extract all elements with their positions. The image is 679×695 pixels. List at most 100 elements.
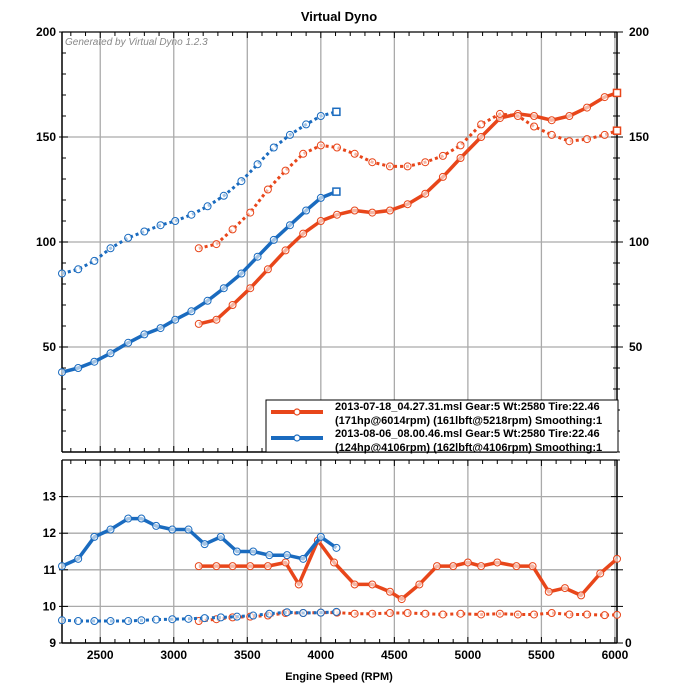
data-point [456,154,465,162]
data-point [263,562,272,571]
data-point [350,149,359,158]
data-point [493,558,502,567]
data-point [463,558,472,567]
series-line-run2-afr [61,516,338,568]
data-point [156,324,165,333]
data-point [421,189,430,198]
data-point [583,135,591,144]
data-point [219,284,228,293]
data-point [246,284,255,293]
data-point [90,256,99,265]
data-point [613,554,621,563]
data-point [171,217,180,225]
data-point [194,562,203,571]
data-point [456,609,465,618]
data-point [74,554,83,563]
chart-title: Virtual Dyno [301,9,377,24]
data-point [90,532,99,541]
data-point [385,162,394,171]
data-point [302,206,311,215]
data-point [403,200,412,209]
data-point [74,265,83,274]
legend-marker-run2 [293,434,301,442]
data-point [547,608,556,617]
data-point [283,551,291,560]
data-point [477,120,486,129]
x-tick-label: 2500 [87,648,114,662]
data-point [385,587,394,596]
data-point [265,609,274,618]
data-point [528,562,537,571]
legend-marker-run1 [293,408,301,416]
data-point [513,112,522,120]
data-point [106,349,115,358]
data-point [285,130,294,139]
data-point [368,580,377,589]
data-point [299,554,308,563]
data-point [600,130,609,139]
data-point [58,368,66,377]
data-point [316,193,325,202]
data-point [316,112,325,120]
data-point [233,547,241,556]
data-point [233,612,241,621]
data-point [350,609,359,618]
x-tick-label: 3000 [160,648,187,662]
data-point [333,143,341,152]
data-point [299,229,308,238]
series-line-run2-hp [61,189,338,374]
data-point [544,587,553,596]
y-tick-label: 50 [43,340,57,354]
data-point [152,521,161,530]
data-point [124,233,133,242]
data-point [237,177,246,186]
data-point [316,141,325,150]
data-point [184,525,193,534]
data-point [438,172,447,181]
data-point [216,613,225,622]
x-tick-label: 6000 [602,648,629,662]
data-point [565,610,574,619]
y-tick-label-right: 100 [629,235,649,249]
data-point [249,547,258,556]
data-point [263,265,272,274]
data-point [168,525,177,534]
data-point [228,225,237,234]
data-point [58,562,66,571]
x-axis-label: Engine Speed (RPM) [285,671,393,683]
data-point [140,330,149,339]
data-point [294,580,303,589]
legend-run1-line1: 2013-07-18_04.27.31.msl Gear:5 Wt:2580 T… [335,401,600,413]
data-point [513,610,522,619]
series-line-run2-torque [61,110,337,275]
data-point [415,580,424,589]
watermark: Generated by Virtual Dyno 1.2.3 [65,37,208,48]
data-point [438,610,447,619]
data-point [316,608,325,617]
y-tick-label: 13 [43,490,57,504]
data-point [249,611,258,620]
data-point [433,562,441,571]
data-point [187,307,196,316]
data-point [350,580,359,589]
data-point [168,615,177,624]
data-point [299,608,308,617]
power-torque-panel: 50 50 100 100 150 150 200 200 [36,25,649,453]
y-tick-label: 150 [36,130,56,144]
data-point [397,595,406,604]
data-point [90,357,99,366]
data-point [421,158,430,167]
data-point [246,208,255,217]
data-point [565,137,574,146]
data-point [74,364,83,372]
y-tick-label-right: 200 [629,25,649,39]
data-point [565,112,574,120]
data-point [237,269,246,278]
data-point [106,617,115,626]
data-point-end [332,107,341,117]
data-point [368,158,377,167]
data-point [385,608,394,617]
data-point [194,319,203,328]
